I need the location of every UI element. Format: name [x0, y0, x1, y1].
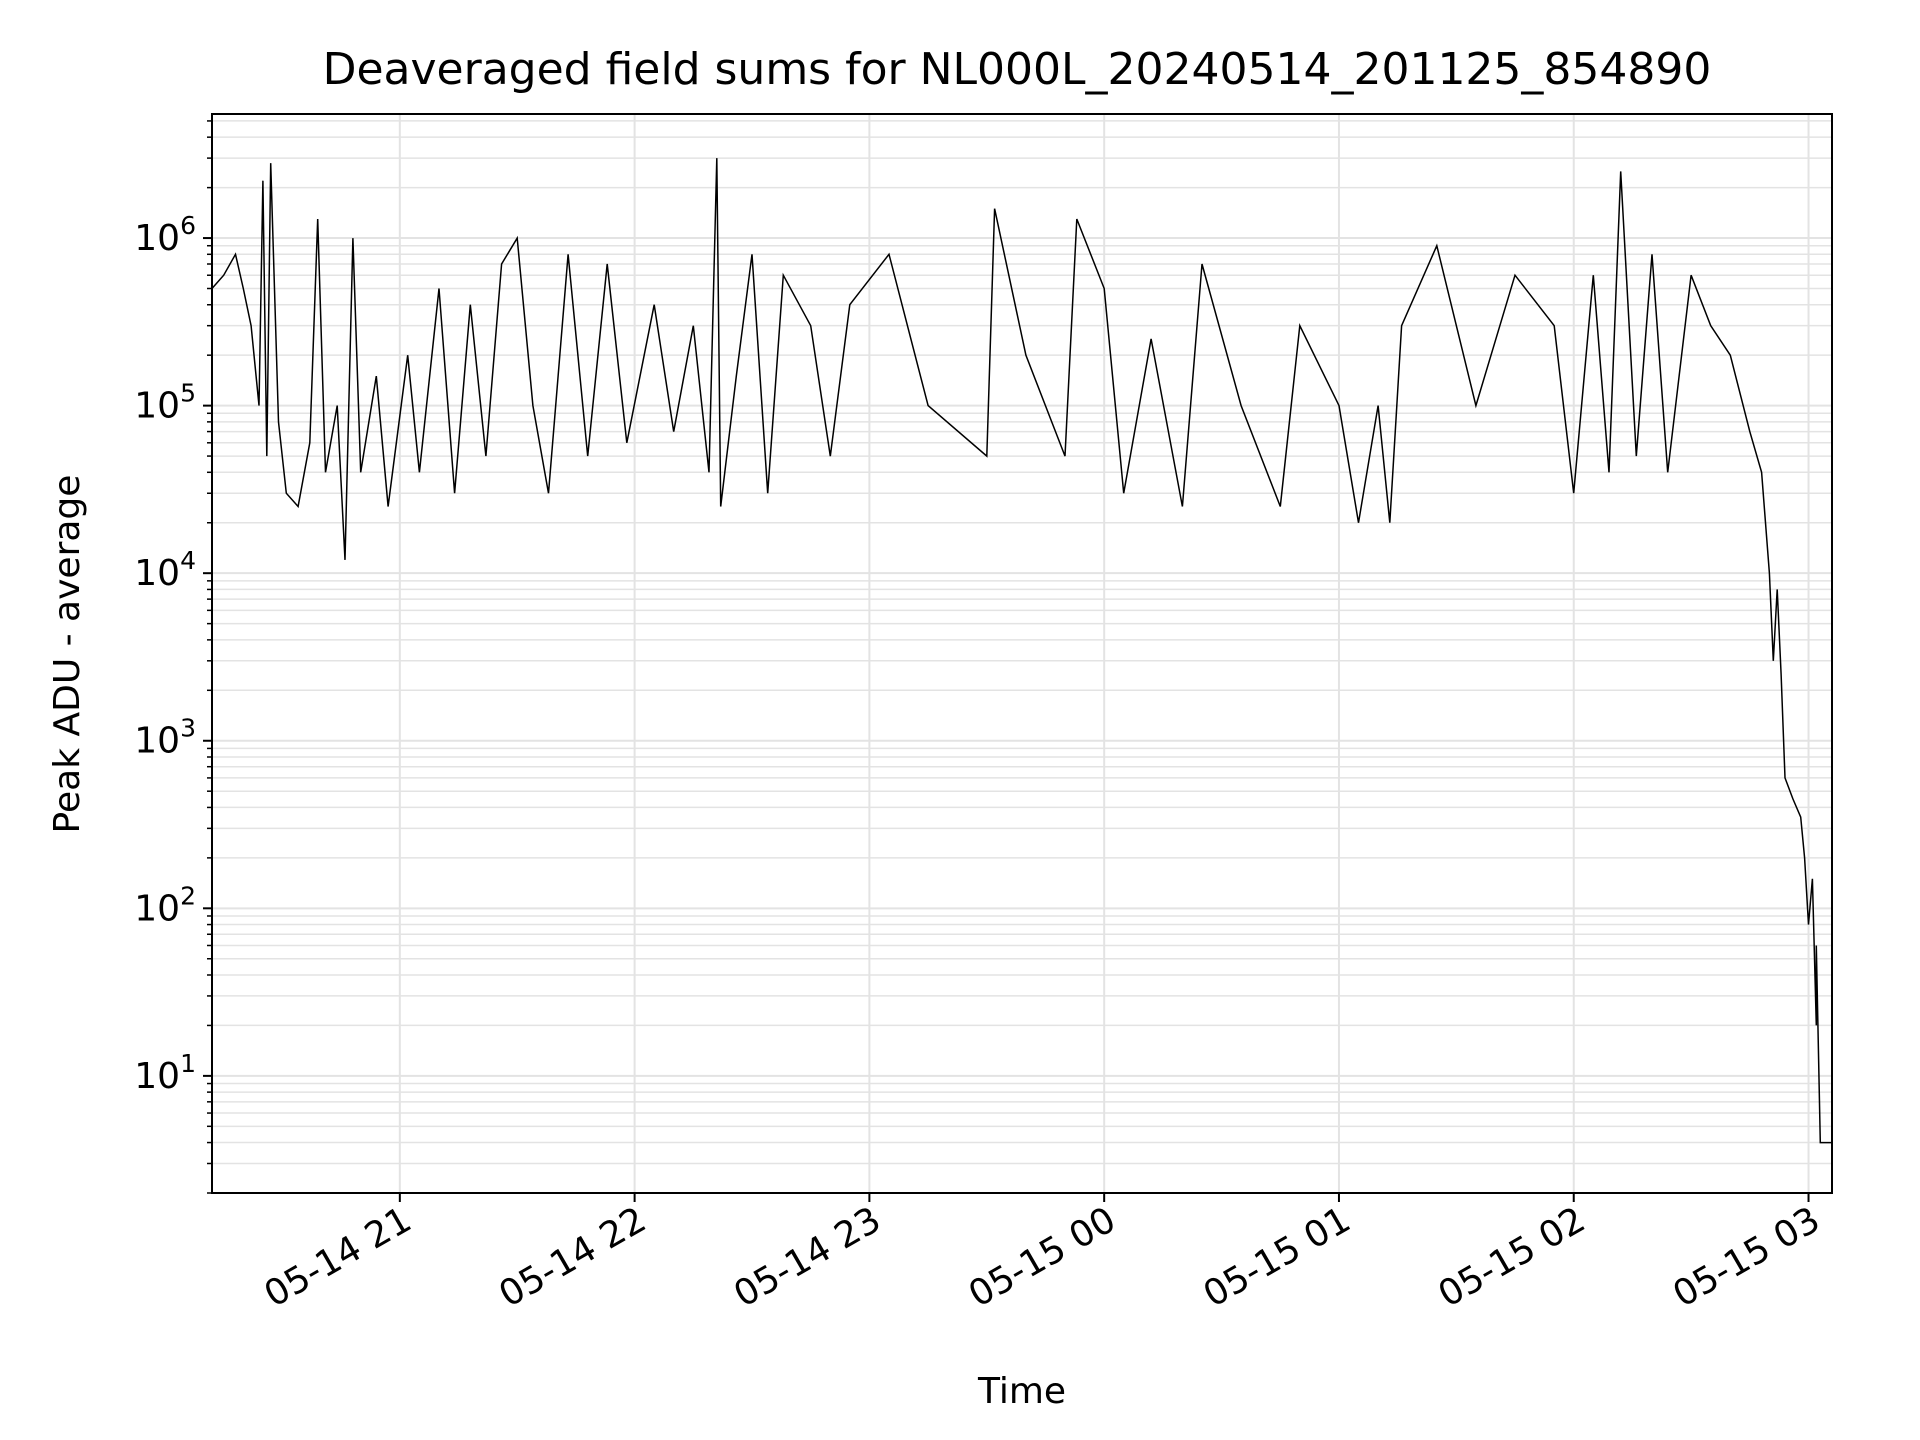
y-tick-label: 104 [134, 546, 196, 594]
minor-gridlines [212, 120, 1832, 1194]
y-axis-label: Peak ADU - average [47, 475, 88, 834]
plot-frame [211, 113, 1833, 1194]
y-tick-label: 101 [134, 1049, 196, 1097]
series-line [211, 158, 1832, 1144]
y-axis: 101 102 103 104 105 106 [134, 120, 212, 1194]
y-tick-label: 103 [134, 714, 196, 762]
chart-title: Deaveraged field sums for NL000L_2024051… [323, 44, 1712, 95]
y-tick-label: 102 [134, 881, 196, 929]
y-tick-label: 106 [134, 211, 196, 259]
y-tick-label: 105 [134, 379, 196, 427]
x-axis-label: Time [977, 1371, 1066, 1412]
series-group [211, 158, 1832, 1144]
